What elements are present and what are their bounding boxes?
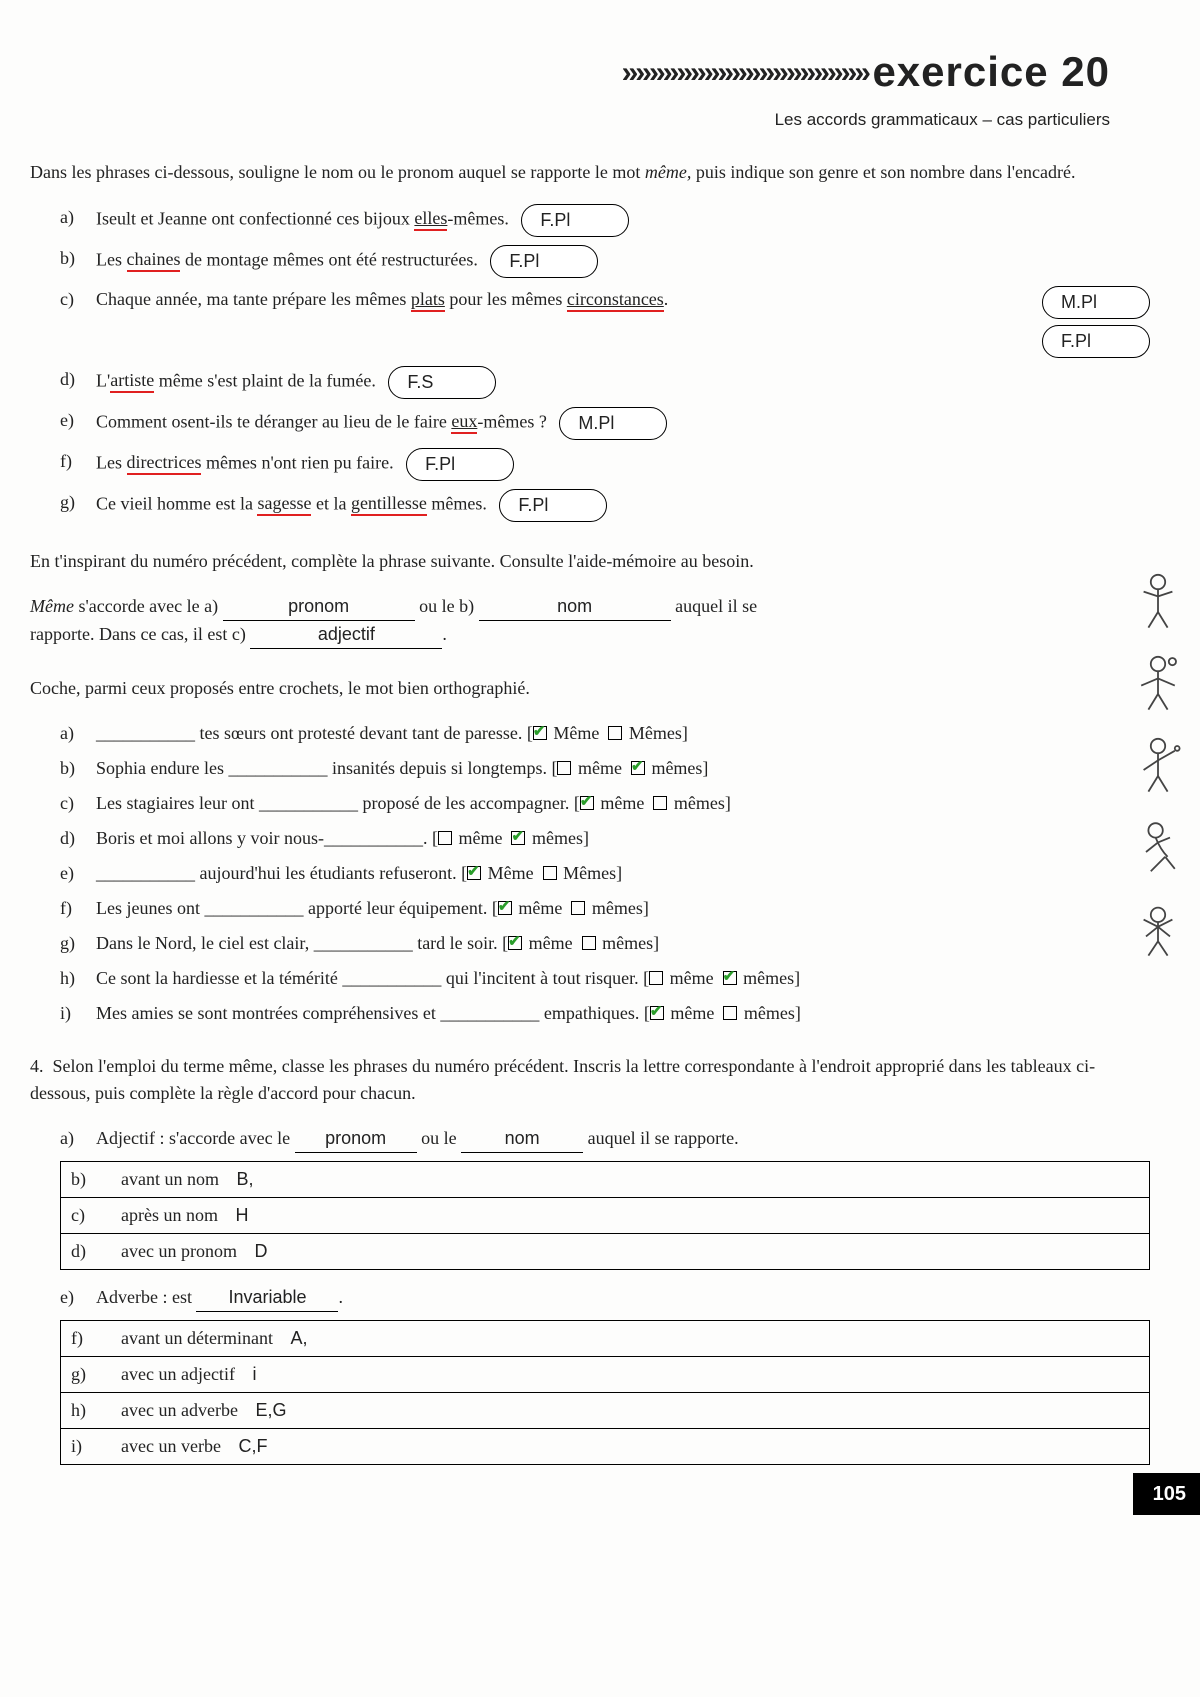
checkbox[interactable] bbox=[631, 761, 645, 775]
table-adjectif: b)avant un nom B,c)après un nom Hd)avec … bbox=[60, 1161, 1150, 1270]
ex1-f: f) Les directrices mêmes n'ont rien pu f… bbox=[60, 448, 1150, 481]
ex3-item: c)Les stagiaires leur ont ___________ pr… bbox=[60, 790, 1150, 817]
ex4: 4. Selon l'emploi du terme même, classe … bbox=[30, 1053, 1150, 1465]
ex3-item: a)___________ tes sœurs ont protesté dev… bbox=[60, 720, 1150, 747]
checkbox[interactable] bbox=[650, 1006, 664, 1020]
exercise-title: exercice 20 bbox=[872, 48, 1110, 95]
ex1-intro: Dans les phrases ci-dessous, souligne le… bbox=[30, 159, 1150, 186]
ex3-item: d)Boris et moi allons y voir nous-______… bbox=[60, 825, 1150, 852]
checkbox[interactable] bbox=[543, 866, 557, 880]
chevrons: »»»»»»»»»»»»»»»»»» bbox=[622, 56, 868, 89]
ex1-e: e) Comment osent-ils te déranger au lieu… bbox=[60, 407, 1150, 440]
ex1-g: g) Ce vieil homme est la sagesse et la g… bbox=[60, 489, 1150, 522]
answer-box: F.Pl bbox=[521, 204, 629, 237]
figure-icon bbox=[1134, 652, 1182, 712]
exercise-subtitle: Les accords grammaticaux – cas particuli… bbox=[30, 107, 1110, 133]
checkbox[interactable] bbox=[508, 936, 522, 950]
ex3-item: i)Mes amies se sont montrées compréhensi… bbox=[60, 1000, 1150, 1027]
ex3-item: b)Sophia endure les ___________ insanité… bbox=[60, 755, 1150, 782]
margin-illustrations bbox=[1130, 570, 1186, 958]
ex1-b: b) Les chaines de montage mêmes ont été … bbox=[60, 245, 1150, 278]
checkbox[interactable] bbox=[608, 726, 622, 740]
page-number: 105 bbox=[1133, 1473, 1200, 1515]
ex1-a: a) Iseult et Jeanne ont confectionné ces… bbox=[60, 204, 1150, 237]
ex3: Coche, parmi ceux proposés entre crochet… bbox=[30, 675, 1150, 1027]
checkbox[interactable] bbox=[498, 901, 512, 915]
checkbox[interactable] bbox=[582, 936, 596, 950]
ex1-c: c) Chaque année, ma tante prépare les mê… bbox=[60, 286, 1150, 358]
ex3-item: f)Les jeunes ont ___________ apporté leu… bbox=[60, 895, 1150, 922]
checkbox[interactable] bbox=[723, 1006, 737, 1020]
checkbox[interactable] bbox=[723, 971, 737, 985]
checkbox[interactable] bbox=[580, 796, 594, 810]
figure-icon bbox=[1134, 816, 1182, 876]
figure-icon bbox=[1134, 570, 1182, 630]
checkbox[interactable] bbox=[557, 761, 571, 775]
checkbox[interactable] bbox=[511, 831, 525, 845]
checkbox[interactable] bbox=[533, 726, 547, 740]
figure-icon bbox=[1134, 898, 1182, 958]
checkbox[interactable] bbox=[649, 971, 663, 985]
ex3-item: e)___________ aujourd'hui les étudiants … bbox=[60, 860, 1150, 887]
figure-icon bbox=[1134, 734, 1182, 794]
ex3-item: h)Ce sont la hardiesse et la témérité __… bbox=[60, 965, 1150, 992]
checkbox[interactable] bbox=[653, 796, 667, 810]
checkbox[interactable] bbox=[467, 866, 481, 880]
page-header: »»»»»»»»»»»»»»»»»» exercice 20 Les accor… bbox=[30, 40, 1150, 133]
checkbox[interactable] bbox=[438, 831, 452, 845]
checkbox[interactable] bbox=[571, 901, 585, 915]
table-adverbe: f)avant un déterminant A,g)avec un adjec… bbox=[60, 1320, 1150, 1465]
ex1-d: d) L'artiste même s'est plaint de la fum… bbox=[60, 366, 1150, 399]
ex1: Dans les phrases ci-dessous, souligne le… bbox=[30, 159, 1150, 522]
ex3-item: g)Dans le Nord, le ciel est clair, _____… bbox=[60, 930, 1150, 957]
ex2: En t'inspirant du numéro précédent, comp… bbox=[30, 548, 1150, 649]
